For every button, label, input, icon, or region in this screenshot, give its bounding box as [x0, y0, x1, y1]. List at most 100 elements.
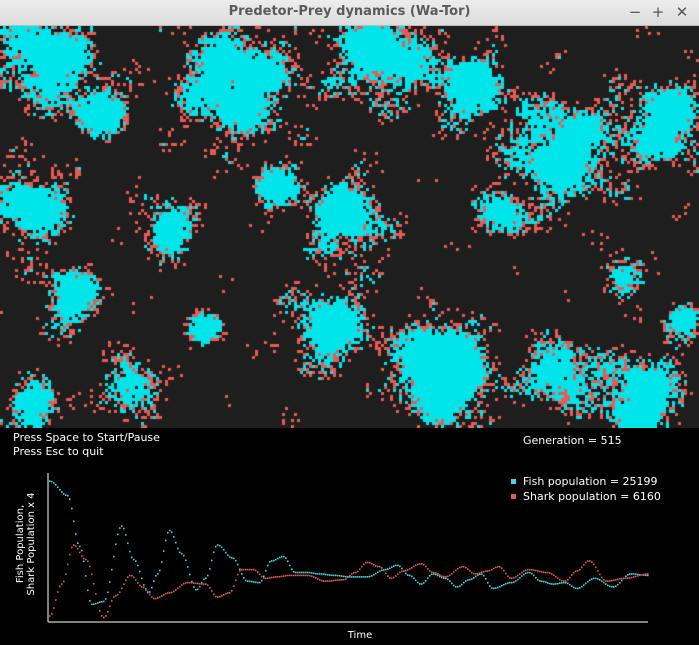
- fish-point: [345, 575, 347, 578]
- shark-point: [493, 567, 495, 570]
- shark-point: [133, 576, 135, 579]
- fish-point: [267, 564, 269, 567]
- shark-point: [269, 577, 271, 579]
- shark-point: [221, 595, 223, 597]
- shark-point: [139, 584, 141, 587]
- shark-point: [155, 597, 157, 600]
- shark-point: [599, 573, 601, 576]
- shark-point: [189, 581, 191, 584]
- shark-point: [303, 574, 305, 577]
- fish-legend-label: Fish population = 25199: [523, 475, 658, 488]
- shark-point: [293, 574, 295, 577]
- fish-point: [569, 583, 571, 586]
- shark-point: [199, 583, 201, 585]
- shark-point: [309, 574, 311, 577]
- shark-point: [121, 587, 123, 590]
- fish-point: [449, 580, 451, 582]
- shark-point: [247, 568, 249, 571]
- shark-point: [455, 569, 457, 572]
- fish-point: [331, 574, 333, 577]
- fish-point: [227, 554, 229, 556]
- shark-point: [611, 579, 613, 582]
- fish-point: [633, 573, 635, 575]
- fish-point: [521, 575, 523, 577]
- shark-point: [185, 582, 187, 584]
- shark-point: [575, 570, 577, 573]
- title-bar[interactable]: Predetor-Prey dynamics (Wa-Tor) − + ✕: [0, 0, 699, 26]
- fish-point: [445, 577, 447, 580]
- shark-point: [177, 587, 179, 590]
- close-button[interactable]: ✕: [675, 3, 689, 21]
- shark-point: [249, 568, 251, 571]
- fish-point: [251, 580, 253, 583]
- shark-point: [229, 592, 231, 594]
- shark-point: [279, 575, 281, 578]
- shark-point: [237, 573, 239, 576]
- fish-point: [187, 566, 189, 568]
- shark-point: [569, 576, 571, 579]
- shark-point: [311, 575, 313, 577]
- shark-point: [51, 613, 53, 615]
- shark-point: [87, 560, 89, 563]
- fish-point: [481, 573, 483, 575]
- simulation-grid[interactable]: [0, 26, 699, 428]
- shark-point: [369, 562, 371, 564]
- fish-point: [419, 583, 421, 585]
- shark-point: [411, 566, 413, 569]
- shark-point: [377, 565, 379, 568]
- fish-point: [179, 551, 181, 554]
- fish-point: [443, 577, 445, 579]
- fish-point: [117, 533, 119, 536]
- shark-point: [483, 570, 485, 573]
- shark-point: [459, 566, 461, 569]
- shark-point: [361, 565, 363, 568]
- fish-point: [169, 529, 171, 532]
- shark-point: [457, 567, 459, 570]
- fish-point: [387, 568, 389, 570]
- fish-point: [139, 570, 141, 573]
- fish-point: [401, 567, 403, 570]
- fish-point: [281, 555, 283, 558]
- fish-point: [587, 580, 589, 583]
- shark-point: [239, 569, 241, 572]
- fish-point: [205, 577, 207, 580]
- fish-point: [355, 576, 357, 578]
- shark-point: [257, 571, 259, 573]
- shark-point: [499, 566, 501, 568]
- fish-point: [129, 550, 131, 553]
- maximize-button[interactable]: +: [651, 3, 665, 21]
- fish-point: [109, 581, 111, 583]
- shark-point: [175, 589, 177, 591]
- shark-point: [541, 571, 543, 573]
- shark-point: [219, 596, 221, 598]
- shark-point: [445, 576, 447, 578]
- shark-point: [211, 590, 213, 592]
- fish-point: [309, 571, 311, 574]
- shark-point: [423, 564, 425, 566]
- shark-point: [207, 584, 209, 586]
- fish-point: [119, 527, 121, 529]
- minimize-button[interactable]: −: [628, 3, 642, 21]
- shark-point: [143, 586, 145, 589]
- fish-point: [511, 581, 513, 584]
- shark-point: [147, 590, 149, 593]
- shark-point: [357, 570, 359, 573]
- fish-point: [425, 580, 427, 582]
- shark-point: [337, 579, 339, 581]
- fish-point: [487, 581, 489, 584]
- fish-point: [527, 571, 529, 574]
- fish-point: [509, 581, 511, 584]
- fish-point: [447, 578, 449, 581]
- shark-point: [99, 610, 101, 612]
- shark-point: [117, 593, 119, 596]
- shark-point: [489, 569, 491, 572]
- shark-point: [605, 580, 607, 582]
- shark-point: [535, 569, 537, 572]
- shark-point: [161, 595, 163, 597]
- fish-point: [201, 581, 203, 584]
- shark-point: [643, 573, 645, 576]
- series-layer: [49, 480, 649, 619]
- shark-point: [69, 553, 71, 556]
- fish-point: [115, 543, 117, 546]
- shark-point: [215, 595, 217, 598]
